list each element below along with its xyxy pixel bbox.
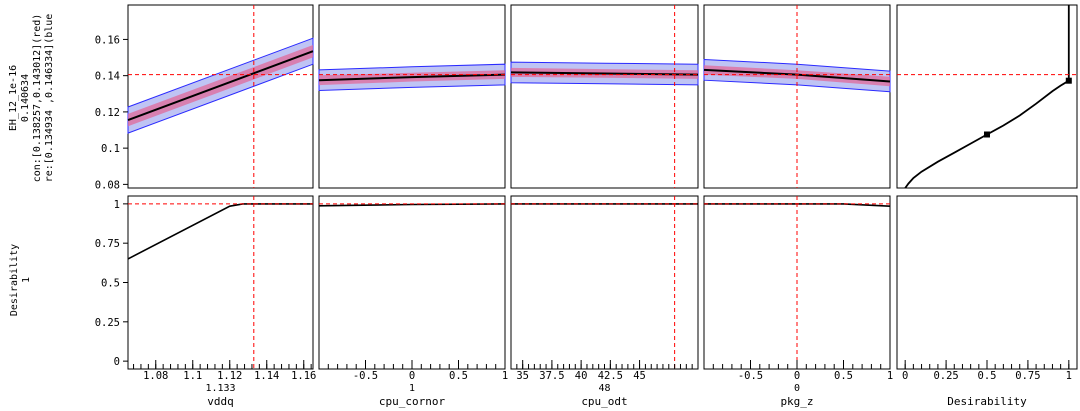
x-tick-label: 1 (887, 370, 893, 382)
prediction-interval: re:[0.134934 ,0.146334](blue (44, 14, 55, 183)
y-tick-label: 0.14 (95, 71, 120, 83)
x-tick-label: -0.5 (738, 370, 763, 382)
response-panel-frame (896, 4, 1078, 189)
response-panel-frame (510, 4, 699, 189)
response-name: EH_12_1e-16 (8, 65, 19, 131)
x-tick-label: 0 (902, 370, 908, 382)
x-tick-label: 0.5 (834, 370, 853, 382)
response-value: 0.140634 (20, 74, 31, 122)
y-tick-label: 0.08 (95, 179, 120, 191)
response-panel-frame (318, 4, 506, 189)
y-tick-label: 0 (114, 356, 120, 368)
x-tick-label: 40 (575, 370, 588, 382)
desirability-panel-frame (510, 195, 699, 370)
desirability-axis-label: Desirability (947, 395, 1027, 408)
current-factor-value: 1.133 (205, 383, 235, 394)
x-tick-label: 0.25 (933, 370, 958, 382)
y-tick-label: 0.16 (95, 34, 120, 46)
x-tick-label: 45 (633, 370, 646, 382)
desirability-panel-frame (127, 195, 314, 370)
panel-frames (127, 4, 1078, 370)
y-tick-label: 1 (114, 199, 120, 211)
x-tick-label: 1.1 (183, 370, 202, 382)
x-tick-label: 1.12 (217, 370, 242, 382)
y-tick-label: 0.12 (95, 107, 120, 119)
x-tick-label: 1.08 (143, 370, 168, 382)
reference-lines (128, 5, 1077, 369)
desirability-handle (984, 131, 990, 138)
x-tick-label: 0.75 (1015, 370, 1040, 382)
x-tick-label: 1 (502, 370, 508, 382)
x-tick-label: 1.14 (254, 370, 279, 382)
desirability-panel-frame (896, 195, 1078, 370)
desirability-handle (1065, 77, 1072, 84)
x-tick-label: 1 (1066, 370, 1072, 382)
prediction-line (127, 50, 314, 122)
x-tick-label: 1.16 (291, 370, 316, 382)
factor-name: cpu_cornor (379, 395, 446, 408)
desirability-panel-frame (318, 195, 506, 370)
x-tick-label: 0.5 (449, 370, 468, 382)
current-factor-value: 48 (598, 383, 610, 394)
desirability-value: 1 (21, 277, 32, 283)
x-tick-label: -0.5 (353, 370, 378, 382)
x-tick-label: 0.5 (978, 370, 997, 382)
x-tick-label: 35 (516, 370, 529, 382)
factor-name: cpu_odt (581, 395, 627, 408)
y-tick-label: 0.75 (95, 238, 120, 250)
y-tick-label: 0.25 (95, 317, 120, 329)
labels: EH_12_1e-16 0.140634 con:[0.138257,0.143… (8, 14, 1072, 408)
tick-marks (123, 38, 1078, 369)
x-tick-label: 37.5 (539, 370, 564, 382)
factor-name: pkg_z (780, 395, 813, 408)
prediction-line (318, 73, 506, 82)
current-factor-value: 1 (409, 383, 415, 394)
y-tick-label: 0.1 (101, 143, 120, 155)
confidence-interval: con:[0.138257,0.143012](red) (32, 14, 43, 183)
current-factor-value: 0 (794, 383, 800, 394)
desirability-trace (704, 203, 891, 207)
y-tick-label: 0.5 (101, 278, 120, 290)
desirability-name: Desirability (9, 244, 20, 316)
x-tick-label: 0 (794, 370, 800, 382)
x-tick-label: 0 (409, 370, 415, 382)
factor-name: vddq (207, 395, 234, 408)
x-tick-label: 42.5 (598, 370, 623, 382)
